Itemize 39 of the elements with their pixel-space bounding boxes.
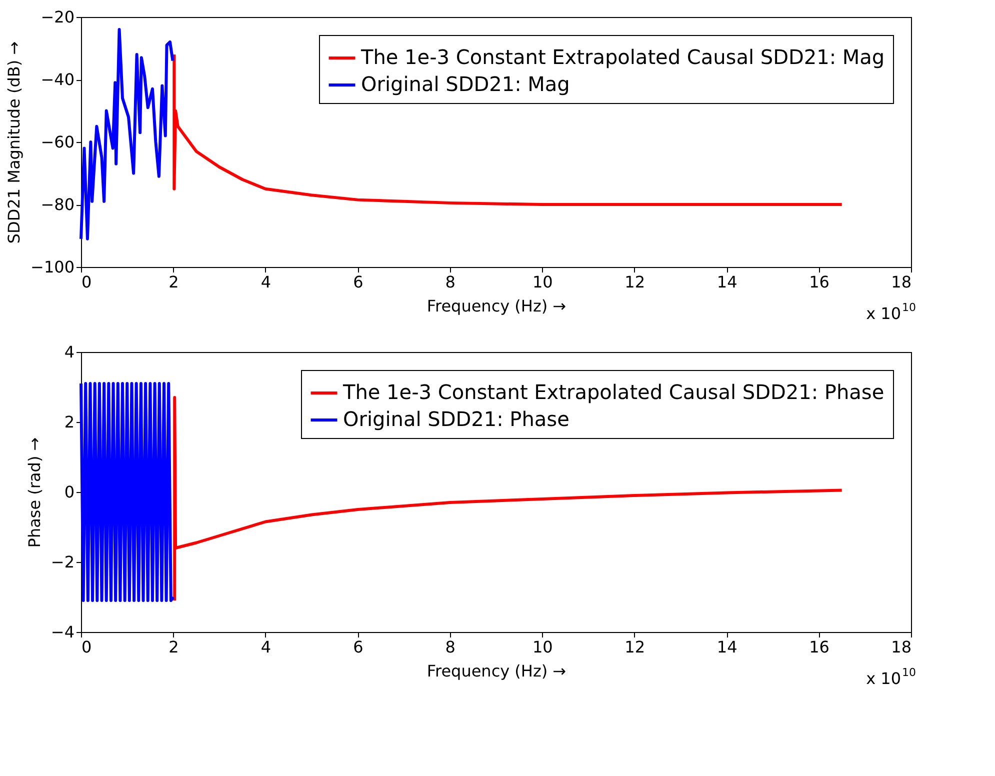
x-axis-title: Frequency (Hz) → (426, 296, 566, 316)
x-tick-label: 8 (445, 638, 456, 656)
x-tick-label: 12 (624, 272, 646, 292)
x-tick-label: 8 (445, 272, 456, 292)
y-tick-label: 4 (64, 342, 74, 362)
x-tick-label: 18 (891, 638, 912, 656)
y-tick-label: −40 (40, 70, 74, 89)
y-tick-label: −20 (40, 8, 74, 26)
y-tick-label: −4 (50, 622, 74, 642)
y-tick-label: 0 (64, 482, 74, 502)
x-tick-label: 16 (809, 638, 830, 656)
y-tick-label: 2 (64, 412, 74, 432)
legend-label: Original SDD21: Phase (343, 407, 570, 431)
y-tick-label: −80 (40, 195, 74, 214)
x-tick-label: 4 (260, 638, 272, 656)
y-axis-title: SDD21 Magnitude (dB) → (4, 41, 24, 244)
x-tick-label: 0 (82, 638, 92, 656)
x-tick-label: 4 (260, 272, 272, 292)
legend-label: Original SDD21: Mag (361, 72, 570, 96)
x-tick-label: 0 (82, 272, 92, 292)
x-tick-label: 6 (353, 272, 364, 292)
y-tick-label: −60 (40, 132, 74, 152)
x-tick-label: 2 (168, 638, 179, 656)
x-tick-label: 14 (716, 638, 738, 656)
x-tick-label: 18 (891, 272, 912, 292)
x-tick-label: 6 (353, 638, 364, 656)
legend-label: The 1e-3 Constant Extrapolated Causal SDD21: Phase (342, 380, 884, 404)
x-tick-label: 2 (168, 272, 179, 292)
x-axis-title: Frequency (Hz) → (426, 662, 566, 680)
line-series (80, 28, 174, 240)
y-axis-title: Phase (rad) → (24, 437, 44, 548)
x-tick-label: 16 (809, 272, 830, 292)
x-tick-label: 14 (716, 272, 738, 292)
y-tick-label: −2 (50, 552, 74, 572)
y-tick-label: −100 (30, 258, 74, 276)
legend-label: The 1e-3 Constant Extrapolated Causal SDD21: Mag (360, 45, 885, 69)
x-tick-label: 10 (532, 638, 553, 656)
x-tick-label: 12 (624, 638, 646, 656)
x-tick-label: 10 (532, 272, 553, 292)
